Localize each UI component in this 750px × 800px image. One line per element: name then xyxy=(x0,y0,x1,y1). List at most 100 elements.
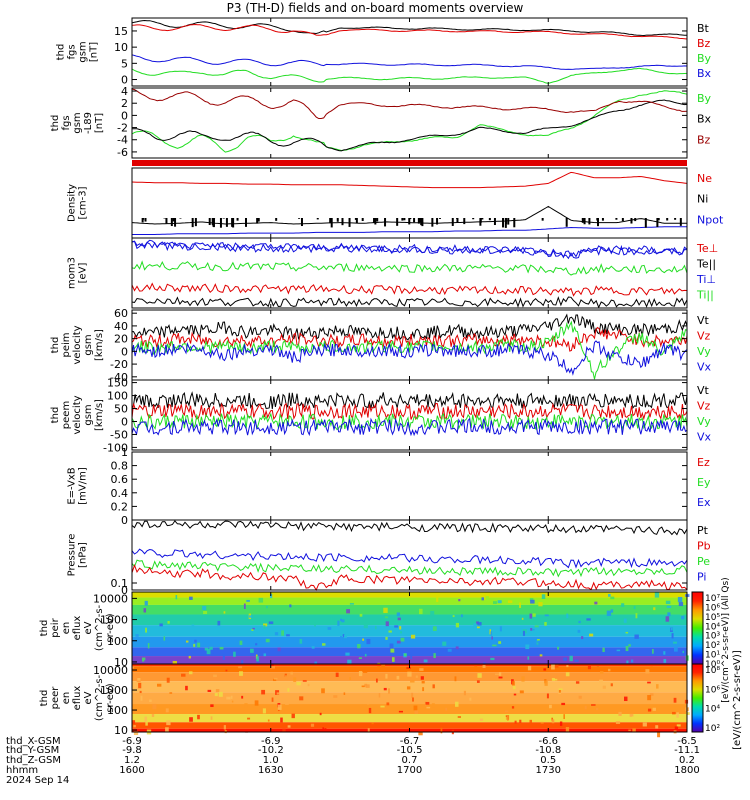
spectrogram-pixel xyxy=(460,614,463,618)
x-tick-label: 1.0 xyxy=(263,755,279,766)
spectrogram-band xyxy=(132,704,687,715)
series-line xyxy=(131,296,688,309)
spectrogram-pixel xyxy=(335,709,340,713)
series-line xyxy=(131,559,688,578)
y-axis-label-line: thd xyxy=(50,407,61,424)
spectrogram-pixel xyxy=(230,695,233,699)
spectrogram-pixel xyxy=(667,612,671,617)
spectrogram-pixel xyxy=(544,680,548,686)
spectrogram-pixel xyxy=(680,610,684,616)
spectrogram-pixel xyxy=(655,725,659,729)
spectrogram-pixel xyxy=(682,650,685,654)
spectrogram-pixel xyxy=(404,658,408,664)
spectrogram-pixel xyxy=(445,707,448,711)
series-line xyxy=(131,313,688,341)
spectrogram-pixel xyxy=(647,708,652,712)
spectrogram-pixel xyxy=(652,707,656,711)
spectrogram-pixel xyxy=(166,720,171,726)
spectrogram-pixel xyxy=(681,615,685,620)
spectrogram-pixel xyxy=(442,641,447,646)
spectrogram-pixel xyxy=(384,616,389,619)
spectrogram-pixel xyxy=(400,631,403,634)
spectrogram-pixel xyxy=(378,693,381,698)
y-tick-label: 50 xyxy=(114,403,128,416)
spectrogram-pixel xyxy=(267,719,270,722)
figure-title: P3 (TH-D) fields and on-board moments ov… xyxy=(227,1,524,15)
spectrogram-pixel xyxy=(346,609,351,614)
spectrogram-pixel xyxy=(340,618,342,622)
series-line xyxy=(131,548,688,569)
spectrogram-pixel xyxy=(361,685,365,688)
spectrogram-pixel xyxy=(532,628,535,631)
spectrogram-pixel xyxy=(507,715,509,721)
spectrogram-pixel xyxy=(364,653,367,657)
spectrogram-pixel xyxy=(540,721,544,724)
spectrogram-pixel xyxy=(166,677,170,683)
spectrogram-pixel xyxy=(383,687,387,691)
spectrogram-pixel xyxy=(143,608,147,613)
spectrogram-pixel xyxy=(357,643,361,649)
spectrogram-pixel xyxy=(628,729,631,732)
spectrogram-band xyxy=(132,647,687,657)
spectrogram-pixel xyxy=(144,716,148,722)
y-axis-label-line: thd xyxy=(56,44,67,61)
series-line xyxy=(131,282,688,297)
y-axis-label: Pressure[nPa] xyxy=(67,534,89,577)
x-tick-label: 0.7 xyxy=(402,755,418,766)
y-axis-label-line: gsm xyxy=(78,41,89,62)
spectrogram-pixel xyxy=(277,647,281,652)
spectrogram-pixel xyxy=(354,628,359,633)
spectrogram-pixel xyxy=(530,599,535,604)
spectrogram-pixel xyxy=(189,671,193,675)
spectrogram-pixel xyxy=(396,640,401,644)
x-tick-label: -6.9 xyxy=(261,736,281,747)
spectrogram-pixel xyxy=(623,618,627,623)
spectrogram-pixel xyxy=(455,622,460,628)
spectrogram-pixel xyxy=(145,627,147,633)
spectrogram-pixel xyxy=(228,697,231,700)
spectrogram-pixel xyxy=(289,604,292,608)
y-axis-label-line: gsm xyxy=(72,112,83,133)
spectrogram-pixel xyxy=(538,602,543,607)
spectrogram-pixel xyxy=(238,666,243,669)
spectrogram-pixel xyxy=(138,682,142,689)
spectrogram-pixel xyxy=(213,674,217,678)
y-tick-label: 0.6 xyxy=(111,473,129,486)
spectrogram-pixel xyxy=(385,636,388,640)
spectrogram-pixel xyxy=(483,662,486,664)
spectrogram-pixel xyxy=(340,636,343,642)
spectrogram-pixel xyxy=(265,722,269,725)
spectrogram-pixel xyxy=(492,644,497,647)
panel-frame xyxy=(131,87,688,159)
spectrogram-pixel xyxy=(406,666,411,669)
spectrogram-pixel xyxy=(481,597,484,601)
spectrogram-pixel xyxy=(388,630,392,633)
spectrogram-pixel xyxy=(678,602,684,607)
spectrogram-pixel xyxy=(203,619,208,621)
spectrogram-pixel xyxy=(420,676,424,680)
spectrogram-pixel xyxy=(519,602,521,608)
spectrogram-pixel xyxy=(256,656,259,662)
spectrogram-pixel xyxy=(411,692,414,698)
spectrogram-pixel xyxy=(290,671,293,675)
y-tick-label: 100 xyxy=(107,390,128,403)
spectrogram-pixel xyxy=(366,638,371,645)
spectrogram-pixel xyxy=(260,609,263,614)
y-tick-label: -4 xyxy=(117,134,128,147)
spectrogram-pixel xyxy=(608,593,611,597)
spectrogram-pixel xyxy=(436,596,439,602)
spectrogram-pixel xyxy=(532,613,536,617)
y-axis-label-line: [km/s] xyxy=(94,329,105,361)
spectrogram-pixel xyxy=(137,677,141,681)
spectrogram-band xyxy=(132,614,687,626)
y-tick-label: 10000 xyxy=(93,664,128,677)
spectrogram-pixel xyxy=(152,703,157,710)
spectrogram-pixel xyxy=(670,628,673,631)
spectrogram-pixel xyxy=(455,630,458,633)
spectrogram-band xyxy=(132,722,687,729)
spectrogram-pixel xyxy=(589,633,594,637)
series-line xyxy=(131,19,688,37)
y-tick-label: 10 xyxy=(114,724,128,737)
